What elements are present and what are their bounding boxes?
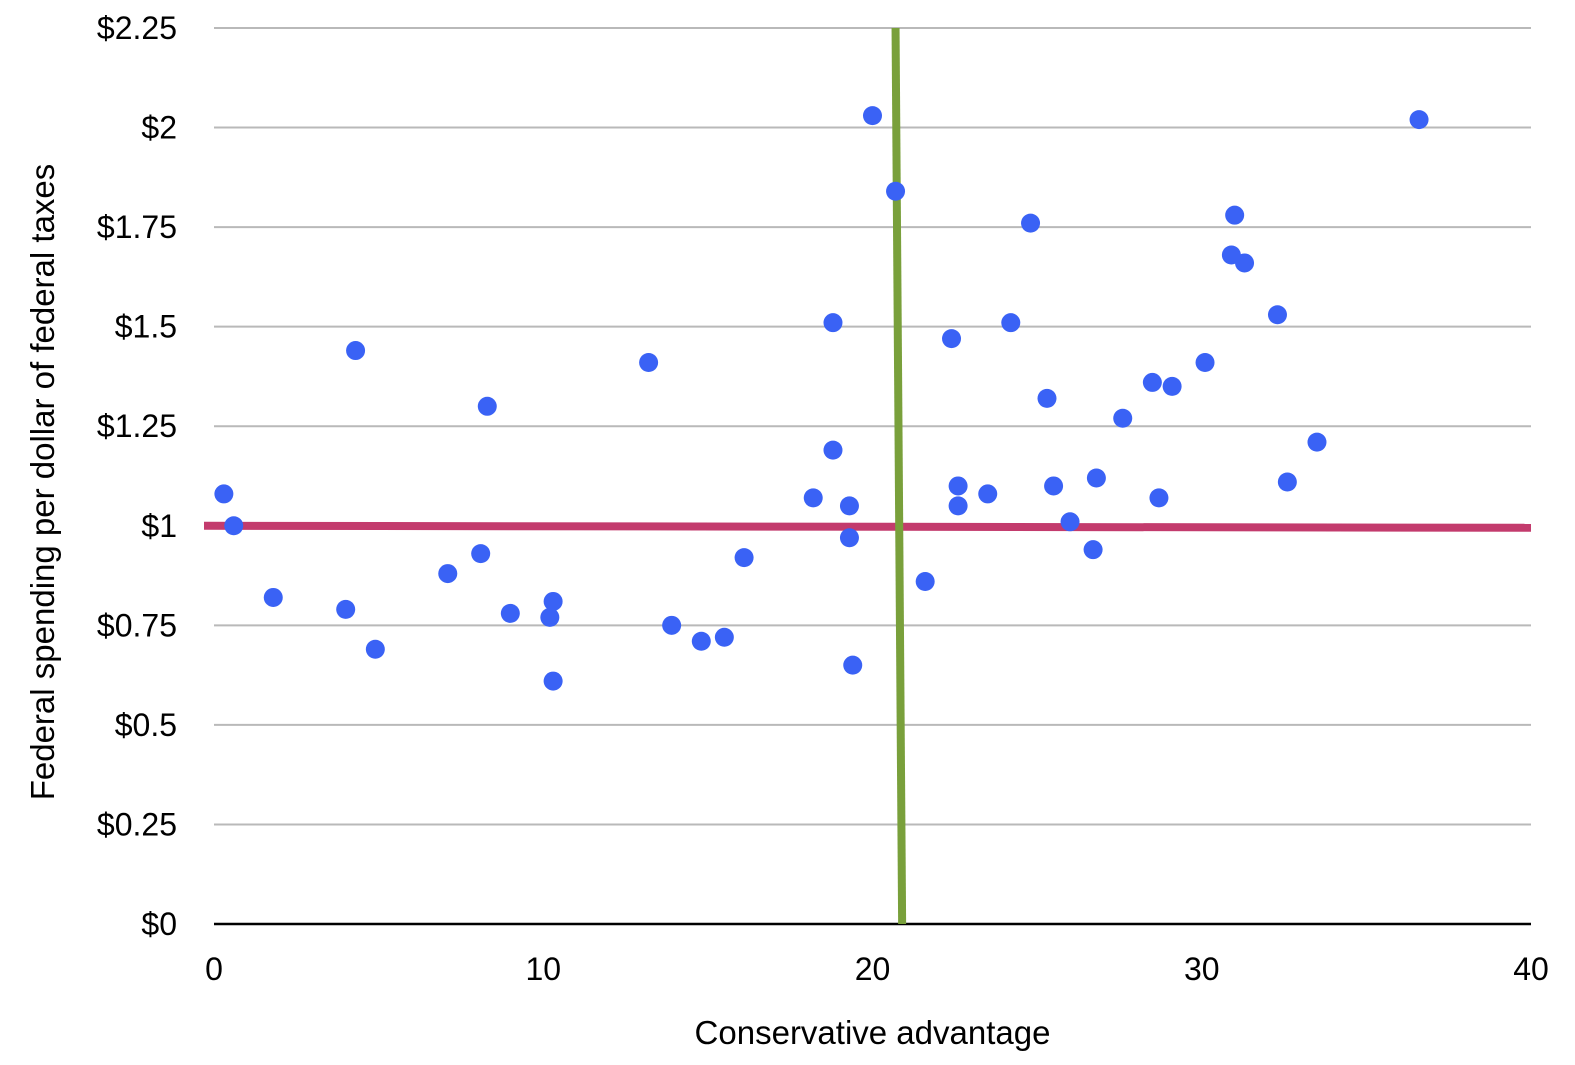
data-point [948,476,968,496]
y-axis-title: Federal spending per dollar of federal t… [24,164,61,801]
data-point [734,548,754,568]
y-tick-label: $1 [141,508,177,544]
data-point [1149,488,1169,508]
data-point [691,631,711,651]
data-point [639,353,659,373]
data-point [263,587,283,607]
data-point [948,496,968,516]
x-tick-label: 40 [1513,951,1549,987]
x-tick-label: 0 [205,951,223,987]
vertical-reference-line [891,27,907,925]
reference-lines [203,27,1532,925]
y-tick-label: $1.75 [97,209,177,245]
data-point [1044,476,1064,496]
data-point [1001,313,1021,333]
data-point [224,516,244,536]
data-points [214,106,1429,691]
data-point [1113,408,1133,428]
data-point [1225,205,1245,225]
data-point [365,639,385,659]
data-point [500,603,520,623]
data-point [1307,432,1327,452]
y-tick-label: $0.5 [115,707,177,743]
data-point [1083,540,1103,560]
data-point [543,591,563,611]
y-tick-label: $0.75 [97,607,177,643]
y-tick-label: $1.5 [115,309,177,345]
x-tick-label: 20 [855,951,891,987]
data-point [803,488,823,508]
data-point [978,484,998,504]
data-point [471,544,491,564]
data-point [543,671,563,691]
data-point [839,496,859,516]
horizontal-reference-line [203,521,1532,532]
data-point [823,440,843,460]
data-point [863,106,882,126]
y-axis-ticks: $0 $0.25 $0.5 $0.75 $1 $1.25 $1.5 $1.75 $2 $2.25 [97,10,177,942]
x-axis-title: Conservative advantage [695,1014,1051,1051]
data-point [915,572,935,592]
data-point [336,599,356,619]
y-tick-label: $0 [141,906,177,942]
data-point [1267,305,1287,325]
data-point [1021,213,1041,233]
y-tick-label: $1.25 [97,408,177,444]
data-point [346,341,366,361]
data-point [1037,388,1057,408]
data-point [477,396,497,416]
y-tick-label: $0.25 [97,806,177,842]
data-point [1277,472,1297,492]
data-point [1142,372,1162,392]
data-point [438,564,458,584]
data-point [843,655,863,675]
data-point [540,607,560,627]
data-point [214,484,234,504]
data-point [823,313,843,333]
data-point [714,627,734,647]
data-point [1060,512,1080,532]
data-point [839,528,859,548]
data-point [1086,468,1106,488]
gridlines [214,27,1531,926]
data-point [1195,353,1215,373]
data-point [662,615,682,635]
x-tick-label: 10 [525,951,561,987]
y-tick-label: $2 [141,110,177,146]
y-tick-label: $2.25 [97,10,177,46]
x-axis-ticks: 0 10 20 30 40 [205,951,1549,987]
data-point [1162,376,1182,396]
data-point [1409,110,1429,130]
data-point [886,181,906,201]
data-point [1235,253,1255,273]
x-tick-label: 30 [1184,951,1220,987]
data-point [942,329,962,349]
